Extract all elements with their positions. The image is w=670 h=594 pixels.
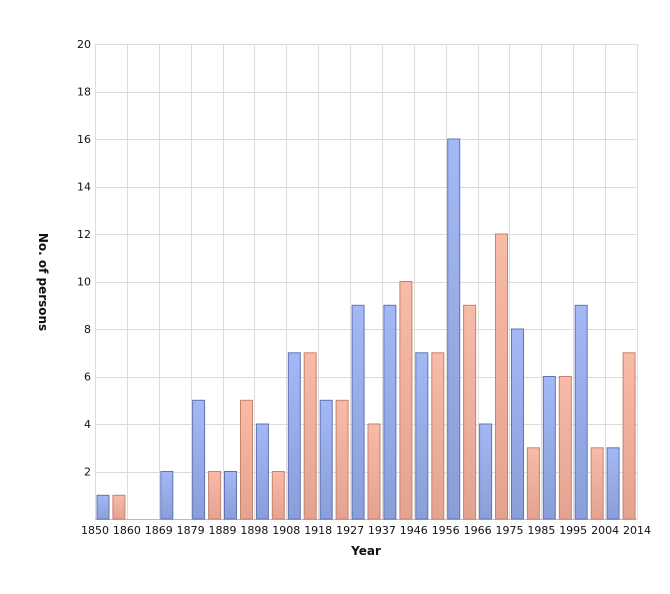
x-tick-labels: 1850 1860 1869 1879 1889 1898 1908 1918 1927 1937… [81,524,651,537]
x-tick-label: 1937 [368,524,396,537]
x-tick-label: 1898 [240,524,268,537]
bar-22 [447,138,461,520]
bar-14 [319,399,333,520]
bar-26 [511,328,524,520]
bar-1 [112,494,126,520]
bar-24 [479,423,493,520]
y-tick-label: 20 [77,38,91,51]
bar-33 [622,352,636,520]
x-tick-label: 1956 [432,524,460,537]
x-tick-label: 1918 [304,524,332,537]
x-tick-label: 1995 [559,524,587,537]
x-tick-label: 1879 [177,524,205,537]
y-tick-label: 18 [77,86,91,99]
bar-13 [303,352,317,520]
bar-15 [335,399,349,520]
y-tick-label: 16 [77,133,91,146]
x-tick-label: 2004 [591,524,619,537]
bar-17 [367,423,381,520]
bar-8 [224,471,237,520]
bar-6 [192,399,206,520]
y-tick-label: 6 [84,371,91,384]
x-tick-label: 1850 [81,524,109,537]
x-tick-label: 1889 [209,524,237,537]
grid-lines [95,44,638,520]
bar-28 [542,376,556,520]
x-tick-label: 1860 [113,524,141,537]
y-tick-label: 14 [77,181,91,194]
bar-31 [590,447,604,520]
bar-4 [160,471,174,520]
x-tick-label: 1927 [336,524,364,537]
bar-23 [463,304,477,520]
y-tick-labels: 2 4 6 8 10 12 14 16 18 20 [77,38,91,479]
x-tick-label: 1975 [496,524,524,537]
bar-9 [240,399,253,520]
bar-10 [255,423,269,520]
x-tick-label: 1966 [464,524,492,537]
bar-12 [287,352,301,520]
x-axis-title: Year [350,544,381,558]
bar-27 [526,447,540,520]
bar-19 [399,281,413,520]
bar-32 [606,447,620,520]
y-axis-title: No. of persons [36,233,50,331]
y-tick-label: 12 [77,228,91,241]
bar-29 [558,376,572,520]
bar-16 [351,304,365,520]
y-tick-label: 2 [84,466,91,479]
x-tick-label: 1985 [527,524,555,537]
y-tick-label: 8 [84,323,91,336]
bar-20 [415,352,429,520]
x-tick-label: 1869 [145,524,173,537]
bar-7 [208,471,222,520]
bar-30 [574,304,588,520]
x-tick-label: 2014 [623,524,651,537]
bar-25 [495,233,508,520]
y-tick-label: 10 [77,276,91,289]
x-tick-label: 1946 [400,524,428,537]
bar-11 [271,471,285,520]
x-tick-label: 1908 [272,524,300,537]
bar-18 [383,304,397,520]
bars [96,138,636,520]
bar-21 [431,352,445,520]
bar-0 [96,494,110,520]
y-tick-label: 4 [84,418,91,431]
